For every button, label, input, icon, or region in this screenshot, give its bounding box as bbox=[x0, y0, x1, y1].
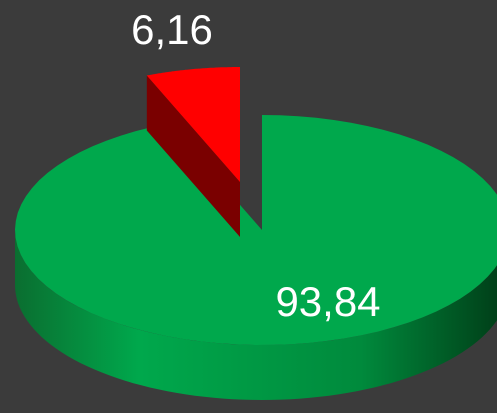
data-label: 93,84 bbox=[275, 278, 380, 325]
data-label: 6,16 bbox=[131, 6, 213, 53]
slice bbox=[146, 67, 240, 182]
slice-side bbox=[15, 230, 497, 400]
slice-face bbox=[146, 75, 240, 237]
slice bbox=[15, 115, 497, 345]
